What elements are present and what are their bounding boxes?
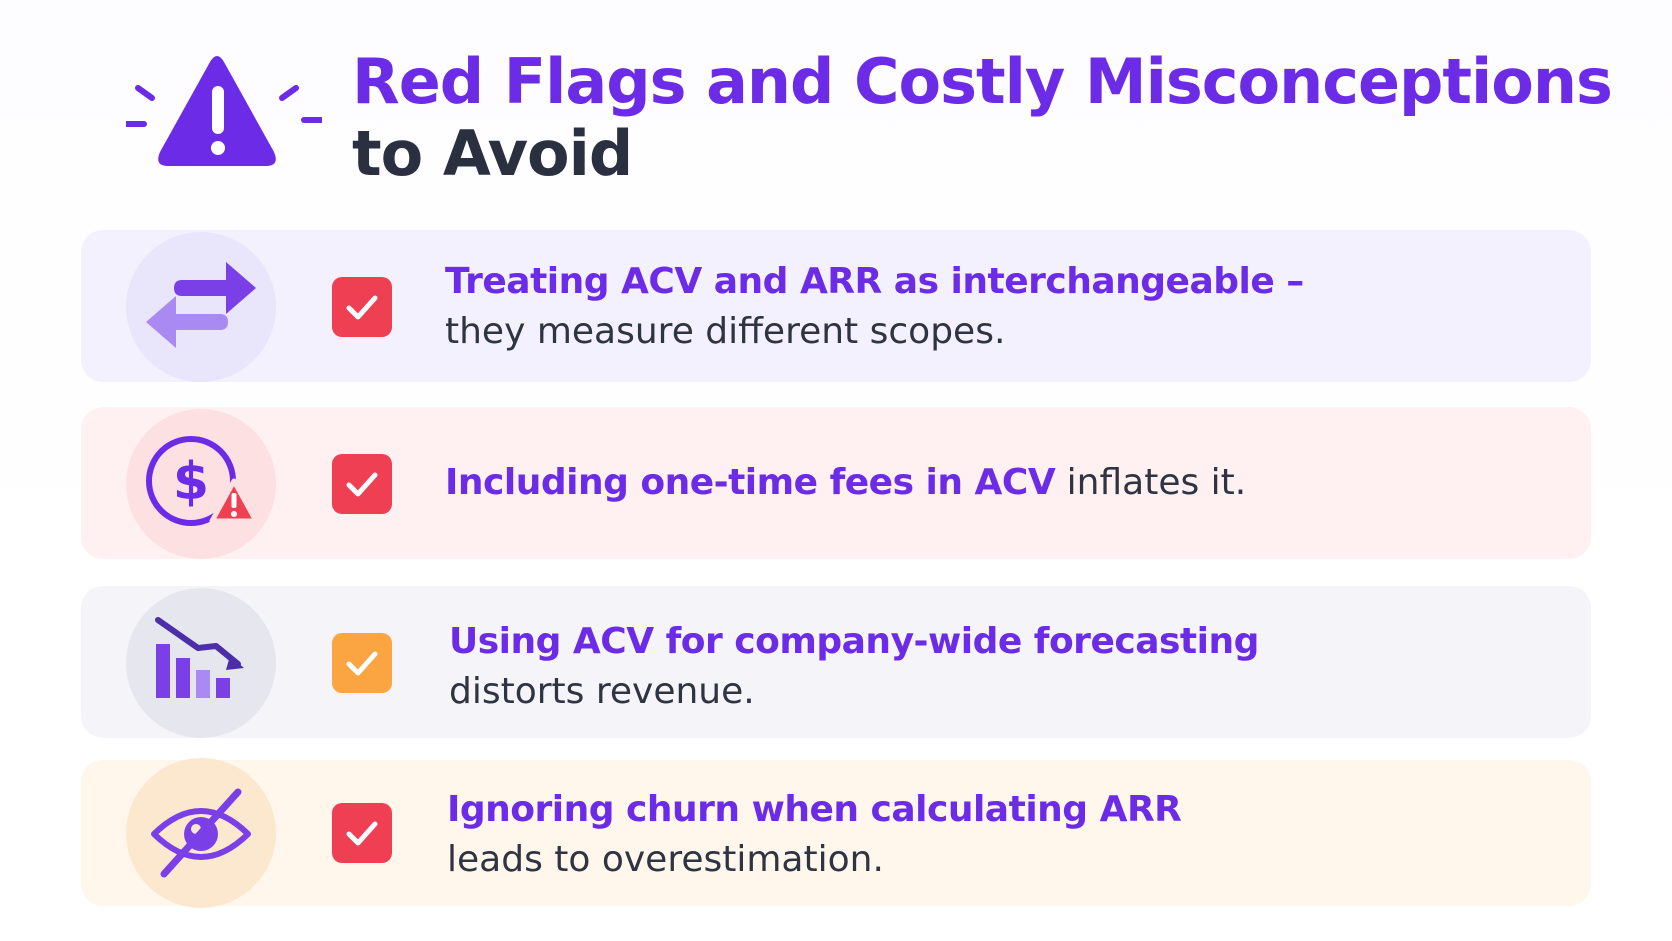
title-line-2: to Avoid bbox=[352, 117, 633, 190]
misconception-title: Using ACV for company-wide forecasting bbox=[449, 621, 1259, 662]
misconception-card-1: Treating ACV and ARR as interchangeable … bbox=[81, 230, 1591, 382]
swap-arrows-icon bbox=[126, 232, 276, 382]
checkbox-checked-icon bbox=[332, 454, 392, 514]
misconception-text: Treating ACV and ARR as interchangeable … bbox=[445, 257, 1304, 357]
misconception-detail: inflates it. bbox=[1066, 462, 1247, 503]
misconception-title: Including one-time fees in ACV bbox=[445, 462, 1056, 503]
checkbox-checked-icon bbox=[332, 803, 392, 863]
checkbox-checked-icon bbox=[332, 277, 392, 337]
checkbox-checked-icon bbox=[332, 633, 392, 693]
title-line-1: Red Flags and Costly Misconceptions bbox=[352, 45, 1613, 118]
warning-triangle-icon bbox=[126, 56, 322, 166]
declining-chart-icon bbox=[126, 588, 276, 738]
page-title: Red Flags and Costly Misconceptions to A… bbox=[352, 46, 1642, 190]
misconception-text: Including one-time fees in ACV inflates … bbox=[445, 458, 1246, 508]
dollar-warning-icon: $ bbox=[126, 409, 276, 559]
misconception-card-4: Ignoring churn when calculating ARR lead… bbox=[81, 758, 1591, 908]
misconception-detail: leads to overestimation. bbox=[447, 839, 884, 880]
misconception-title: Treating ACV and ARR as interchangeable … bbox=[445, 261, 1304, 302]
misconception-text: Ignoring churn when calculating ARR lead… bbox=[447, 785, 1182, 885]
misconception-detail: they measure different scopes. bbox=[445, 311, 1006, 352]
svg-text:$: $ bbox=[173, 452, 209, 512]
eye-slash-icon bbox=[126, 758, 276, 908]
misconception-text: Using ACV for company-wide forecasting d… bbox=[449, 617, 1259, 717]
misconception-card-2: $ Including one-time fees in ACV inflate… bbox=[81, 407, 1591, 559]
misconception-card-3: Using ACV for company-wide forecasting d… bbox=[81, 586, 1591, 738]
misconception-detail: distorts revenue. bbox=[449, 671, 755, 712]
misconception-title: Ignoring churn when calculating ARR bbox=[447, 789, 1182, 830]
